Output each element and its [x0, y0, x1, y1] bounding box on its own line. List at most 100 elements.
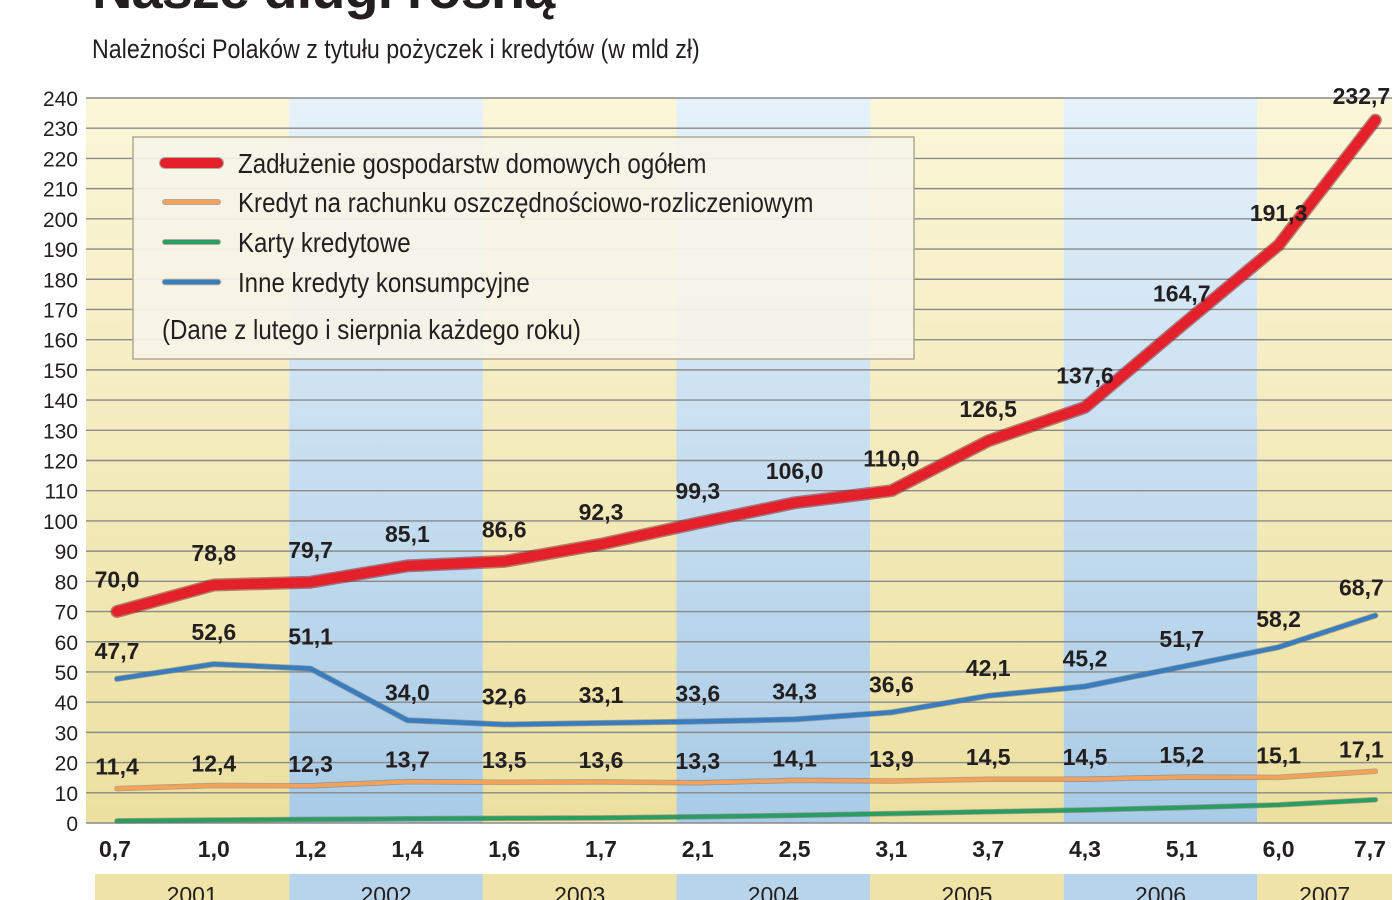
data-label: 11,4 — [95, 754, 139, 780]
y-tick-label: 190 — [43, 239, 78, 262]
legend-label: Zadłużenie gospodarstw domowych ogółem — [238, 147, 706, 179]
y-tick-label: 120 — [43, 451, 78, 474]
x-axis-label: 1,4 — [391, 836, 423, 862]
y-tick-label: 200 — [43, 209, 78, 232]
x-axis-label: 5,1 — [1166, 836, 1198, 862]
x-axis-label: 1,0 — [198, 836, 230, 862]
data-label: 78,8 — [191, 540, 236, 566]
data-labels: 70,0 78,8 79,7 85,1 86,6 92,3 99,3 106,0 110,0 12… — [95, 83, 1391, 780]
year-label: 2007 — [1299, 882, 1350, 900]
x-axis-label: 3,1 — [875, 836, 907, 862]
series-line — [115, 797, 1378, 823]
year-cell-2005 — [870, 874, 1064, 900]
data-label: 164,7 — [1153, 280, 1211, 306]
data-label: 99,3 — [675, 478, 720, 504]
data-label: 36,6 — [869, 671, 914, 697]
year-cell-2003 — [482, 874, 677, 900]
data-label: 32,6 — [482, 684, 527, 710]
y-tick-label: 160 — [43, 330, 78, 353]
data-label: 34,3 — [772, 678, 817, 704]
series-lines — [110, 113, 1382, 824]
year-cell-2006 — [1063, 874, 1258, 900]
data-label: 92,3 — [579, 499, 624, 525]
data-label: 13,7 — [385, 747, 430, 773]
data-label: 51,1 — [288, 624, 333, 650]
year-label: 2005 — [941, 882, 992, 900]
y-tick-label: 210 — [43, 179, 78, 202]
data-label: 45,2 — [1063, 645, 1108, 671]
data-label: 79,7 — [288, 537, 333, 563]
y-tick-label: 60 — [55, 632, 78, 655]
y-tick-label: 140 — [43, 390, 78, 413]
x-axis-label: 1,2 — [295, 836, 327, 862]
page-title: Nasze długi rosną — [92, 0, 555, 21]
series-line — [112, 115, 1381, 617]
year-axis: 2001 2002 2003 2004 2005 2006 2007 — [95, 874, 1392, 900]
data-label: 15,1 — [1256, 742, 1301, 768]
y-tick-label: 180 — [43, 269, 78, 292]
data-label: 14,1 — [772, 745, 817, 771]
data-label: 17,1 — [1339, 736, 1384, 762]
data-label: 232,7 — [1333, 83, 1391, 109]
legend-label: Kredyt na rachunku oszczędnościowo-rozli… — [238, 186, 813, 218]
data-label: 191,3 — [1250, 200, 1308, 226]
legend-label: Karty kredytowe — [238, 226, 411, 258]
y-tick-label: 30 — [55, 722, 78, 745]
data-label: 15,2 — [1159, 742, 1204, 768]
data-label: 68,7 — [1339, 574, 1384, 600]
data-label: 42,1 — [966, 655, 1011, 681]
year-label: 2006 — [1135, 882, 1186, 900]
year-cell-2004 — [676, 874, 871, 900]
y-tick-label: 40 — [55, 692, 78, 715]
data-label: 51,7 — [1159, 626, 1204, 652]
x-axis-label: 1,7 — [585, 836, 617, 862]
legend-note: (Dane z lutego i sierpnia każdego roku) — [162, 313, 581, 345]
y-tick-label: 90 — [55, 541, 78, 564]
data-label: 86,6 — [482, 516, 527, 542]
data-label: 14,5 — [966, 744, 1011, 770]
y-tick-label: 130 — [43, 420, 78, 443]
y-tick-label: 10 — [55, 783, 78, 806]
year-cell-2002 — [289, 874, 483, 900]
y-tick-label: 0 — [66, 813, 78, 836]
data-label: 33,6 — [675, 681, 720, 707]
year-label: 2004 — [748, 882, 799, 900]
y-tick-label: 230 — [43, 118, 78, 141]
data-label: 13,5 — [482, 747, 527, 773]
data-label: 14,5 — [1063, 744, 1108, 770]
data-label: 110,0 — [863, 446, 919, 472]
legend-box — [132, 136, 915, 360]
x-axis-label: 6,0 — [1263, 836, 1295, 862]
year-label: 2001 — [167, 882, 218, 900]
data-label: 58,2 — [1256, 606, 1301, 632]
page-subtitle: Należności Polaków z tytułu pożyczek i k… — [92, 34, 700, 64]
data-label: 12,3 — [288, 751, 333, 777]
series-line — [115, 769, 1378, 791]
x-axis-label: 7,7 — [1354, 836, 1386, 862]
year-label: 2002 — [361, 882, 412, 900]
x-axis-label: 1,6 — [488, 836, 520, 862]
series-line — [114, 613, 1378, 727]
y-tick-label: 170 — [43, 299, 78, 322]
data-label: 47,7 — [95, 638, 140, 664]
y-tick-label: 150 — [43, 360, 78, 383]
y-tick-label: 80 — [55, 571, 78, 594]
data-label: 70,0 — [95, 567, 140, 593]
x-axis-label: 3,7 — [972, 836, 1004, 862]
data-label: 13,9 — [869, 746, 914, 772]
y-axis-ticks: 0 10 20 30 40 50 60 70 80 90 100 110 120 130 140 150 160… — [43, 88, 78, 836]
y-tick-label: 240 — [43, 88, 78, 111]
year-cell-2001 — [95, 874, 290, 900]
x-axis-label: 2,1 — [682, 836, 714, 862]
y-tick-label: 20 — [55, 753, 78, 776]
data-label: 33,1 — [579, 682, 624, 708]
y-tick-label: 220 — [43, 148, 78, 171]
y-tick-label: 110 — [45, 481, 78, 504]
y-tick-label: 70 — [55, 602, 78, 625]
x-axis-label: 0,7 — [99, 836, 131, 862]
year-label: 2003 — [554, 882, 605, 900]
data-label: 137,6 — [1056, 362, 1114, 388]
x-axis-label: 2,5 — [779, 836, 811, 862]
data-label: 85,1 — [385, 521, 430, 547]
